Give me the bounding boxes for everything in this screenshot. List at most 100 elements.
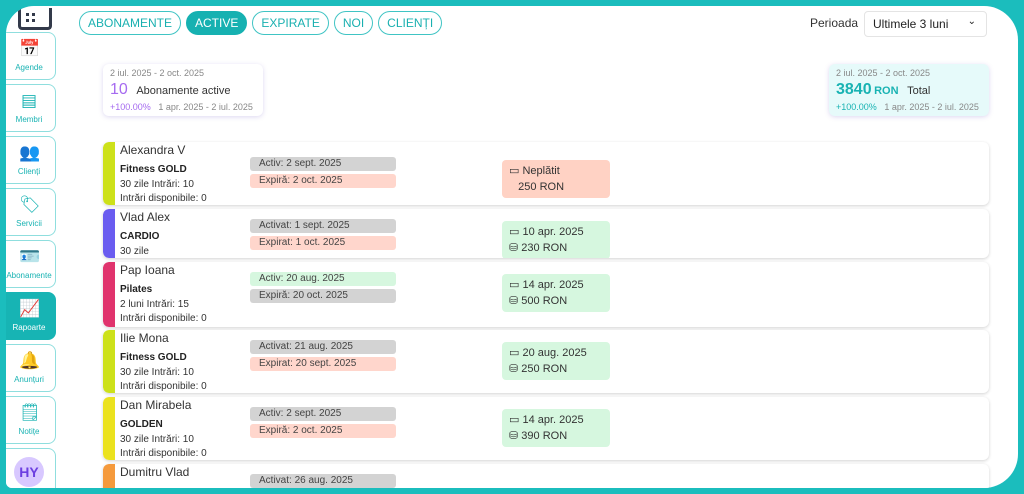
sidebar-item-abonamente[interactable]: 🪪 Abonamente [6, 240, 56, 288]
wallet-icon: ▭ [509, 226, 520, 238]
status-start: Activ: 2 sept. 2025 [250, 157, 396, 171]
wallet-icon: ▭ [509, 279, 520, 291]
payment-amount: 250 RON [518, 181, 565, 193]
stat-card-active: 2 iul. 2025 - 2 oct. 2025 10 Abonamente … [103, 64, 263, 116]
status-start: Activ: 20 aug. 2025 [250, 272, 396, 286]
status-end: Expirat: 20 sept. 2025 [250, 357, 396, 371]
stat-card-total: 2 iul. 2025 - 2 oct. 2025 3840 RON Total… [829, 64, 989, 116]
payment-date: 10 apr. 2025 [522, 226, 584, 238]
stat-change: +100.00% [836, 102, 877, 112]
row-color-bar [103, 397, 115, 460]
tab-clienți[interactable]: CLIENȚI [378, 11, 443, 35]
app-logo-icon[interactable] [18, 8, 52, 30]
row-color-bar [103, 209, 115, 258]
money-icon: ⛁ [509, 242, 519, 254]
payment-box: ▭ 20 aug. 2025 ⛁ 250 RON [502, 342, 610, 380]
sidebar-item-label: Servicii [16, 219, 42, 228]
sidebar-item-anunțuri[interactable]: 🔔 Anunțuri [6, 344, 56, 392]
sidebar-item-clienți[interactable]: 👥 Clienți [6, 136, 56, 184]
table-row[interactable]: Pap Ioana Pilates 2 luni Intrări: 15 Int… [103, 262, 989, 327]
row-color-bar [103, 262, 115, 327]
chevron-down-icon: ⌄ [967, 16, 976, 27]
stat-prev-range: 1 apr. 2025 - 2 iul. 2025 [884, 102, 979, 112]
calendar-icon: 📅 [19, 39, 41, 58]
bell-icon: 🔔 [19, 351, 41, 370]
client-name: Dan Mirabela [120, 398, 192, 412]
plan-details: 2 luni Intrări: 15 [120, 299, 189, 310]
client-name: Vlad Alex [120, 210, 171, 224]
client-name: Ilie Mona [120, 331, 169, 345]
period-value: Ultimele 3 luni [873, 17, 949, 31]
sidebar-item-label: Anunțuri [14, 375, 44, 384]
stat-prev-range: 1 apr. 2025 - 2 iul. 2025 [158, 102, 253, 112]
sidebar-item-agende[interactable]: 📅 Agende [6, 32, 56, 80]
sidebar-item-label: Abonamente [6, 271, 52, 280]
payment-amount: 230 RON [521, 242, 568, 254]
plan-name: GOLDEN [120, 419, 163, 430]
status-end: Expirat: 1 oct. 2025 [250, 236, 396, 250]
sidebar-item-rapoarte[interactable]: 📈 Rapoarte [6, 292, 56, 340]
app-frame: 📅 Agende ▤ Membri 👥 Clienți 🏷 Servicii 🪪 Abonamen… [6, 6, 1018, 488]
money-icon: ⛁ [509, 430, 519, 442]
status-start: Activat: 1 sept. 2025 [250, 219, 396, 233]
sidebar-item-membri[interactable]: ▤ Membri [6, 84, 56, 132]
stat-label: Abonamente active [136, 85, 231, 97]
payment-box: ▭ 14 apr. 2025 ⛁ 500 RON [502, 274, 610, 312]
wallet-icon: ▭ [509, 347, 520, 359]
plan-name: Fitness GOLD [120, 352, 187, 363]
status-start: Activat: 21 aug. 2025 [250, 340, 396, 354]
stat-value: 10 [110, 81, 128, 98]
wallet-icon: ▭ [509, 165, 520, 177]
avatar: HY [14, 457, 44, 487]
table-row[interactable]: Dumitru Vlad Activat: 26 aug. 2025 [103, 464, 989, 488]
payment-date: 14 apr. 2025 [522, 414, 584, 426]
payment-amount: 390 RON [521, 430, 568, 442]
stat-change: +100.00% [110, 102, 151, 112]
available-entries: Intrări disponibile: 0 [120, 381, 207, 392]
tab-abonamente[interactable]: ABONAMENTE [79, 11, 182, 35]
available-entries: Intrări disponibile: 0 [120, 193, 207, 204]
members-icon: ▤ [20, 91, 38, 110]
row-color-bar [103, 464, 115, 488]
status-start: Activ: 2 sept. 2025 [250, 407, 396, 421]
tab-expirate[interactable]: EXPIRATE [252, 11, 329, 35]
period-select[interactable]: Ultimele 3 luni ⌄ [864, 11, 987, 37]
available-entries: Intrări disponibile: 0 [120, 313, 207, 324]
plan-name: Fitness GOLD [120, 164, 187, 175]
row-color-bar [103, 142, 115, 205]
payment-date: 20 aug. 2025 [522, 347, 587, 359]
sidebar-item-label: Agende [15, 63, 43, 72]
payment-date: 14 apr. 2025 [522, 279, 584, 291]
payment-box: ▭ Neplătit 250 RON [502, 160, 610, 198]
money-icon: ⛁ [509, 363, 519, 375]
payment-date: Neplătit [522, 165, 560, 177]
client-name: Pap Ioana [120, 263, 175, 277]
sidebar-item-label: Notițe [18, 427, 40, 436]
status-end: Expiră: 20 oct. 2025 [250, 289, 396, 303]
status-end: Expiră: 2 oct. 2025 [250, 424, 396, 438]
client-name: Alexandra V [120, 143, 186, 157]
id-card-icon: 🪪 [19, 247, 41, 266]
table-row[interactable]: Ilie Mona Fitness GOLD 30 zile Intrări: … [103, 330, 989, 393]
stat-label: Total [907, 85, 931, 97]
payment-box: ▭ 14 apr. 2025 ⛁ 390 RON [502, 409, 610, 447]
plan-details: 30 zile Intrări: 10 [120, 179, 194, 190]
period-label: Perioada [810, 16, 859, 30]
wallet-icon: ▭ [509, 414, 520, 426]
chart-line-icon: 📈 [19, 299, 41, 318]
plan-details: 30 zile Intrări: 10 [120, 434, 194, 445]
table-row[interactable]: Vlad Alex CARDIO 30 zile Activat: 1 sept… [103, 209, 989, 258]
sidebar-item-label: Clienți [17, 167, 41, 176]
tab-active[interactable]: ACTIVE [186, 11, 248, 35]
table-row[interactable]: Alexandra V Fitness GOLD 30 zile Intrări… [103, 142, 989, 205]
sidebar-item-label: Membri [15, 115, 43, 124]
plan-name: CARDIO [120, 231, 160, 242]
user-profile[interactable]: HY [6, 448, 56, 488]
payment-box: ▭ 10 apr. 2025 ⛁ 230 RON [502, 221, 610, 258]
client-name: Dumitru Vlad [120, 465, 190, 479]
status-start: Activat: 26 aug. 2025 [250, 474, 396, 488]
tab-noi[interactable]: NOI [333, 11, 374, 35]
sidebar-item-servicii[interactable]: 🏷 Servicii [6, 188, 56, 236]
table-row[interactable]: Dan Mirabela GOLDEN 30 zile Intrări: 10 … [103, 397, 989, 460]
sidebar-item-notițe[interactable]: 🗒 Notițe [6, 396, 56, 444]
